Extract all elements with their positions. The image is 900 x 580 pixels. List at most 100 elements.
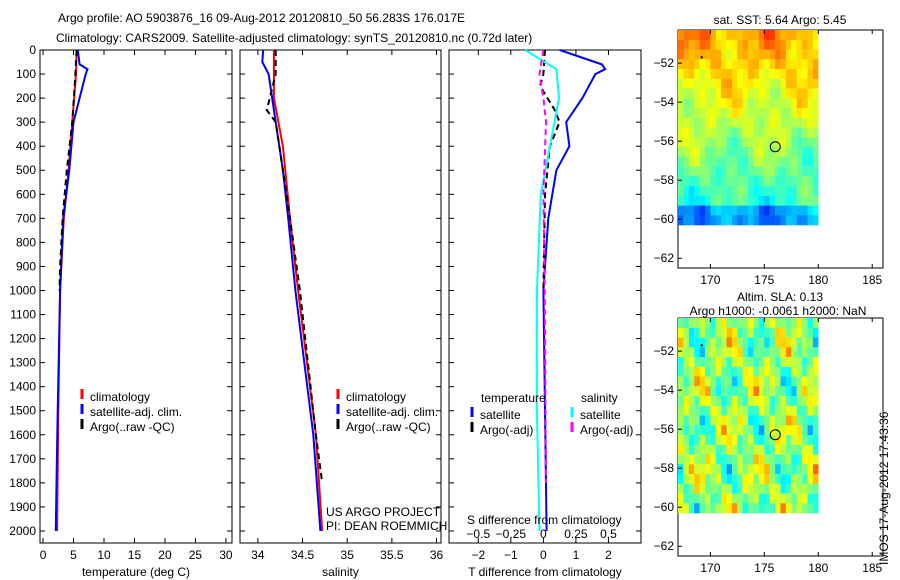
map-cell xyxy=(699,474,706,485)
map-cell xyxy=(683,464,689,475)
map-cell xyxy=(791,347,797,358)
map-cell xyxy=(710,454,716,465)
map-cell xyxy=(726,137,733,148)
map-cell xyxy=(758,98,765,109)
map-cell xyxy=(748,127,754,138)
map-cell xyxy=(721,474,727,485)
project-annotation: US ARGO PROJECT xyxy=(326,505,441,519)
map-cell xyxy=(699,117,706,128)
map-cell xyxy=(780,493,787,504)
map-cell xyxy=(807,415,814,426)
map-cell xyxy=(791,59,797,70)
map-cell xyxy=(791,156,797,167)
map-cell xyxy=(764,30,770,40)
map-cell xyxy=(796,405,803,416)
map-cell xyxy=(715,137,722,148)
map-cell xyxy=(753,147,760,157)
map-cell xyxy=(758,435,765,445)
map-cell xyxy=(802,376,808,387)
map-cell xyxy=(705,396,711,406)
map-cell xyxy=(731,147,738,157)
legend-header: salinity xyxy=(581,391,618,405)
map-cell xyxy=(699,98,706,109)
map-cell xyxy=(807,327,814,338)
map-cell xyxy=(775,205,781,216)
map-cell xyxy=(726,147,733,157)
map-cell xyxy=(758,366,765,377)
map-cell xyxy=(688,49,695,60)
x-tick-label: 15 xyxy=(128,548,142,562)
map-cell xyxy=(791,98,797,109)
map-cell xyxy=(780,444,787,455)
map-cell xyxy=(737,205,743,216)
map-cell xyxy=(796,454,803,465)
map-cell xyxy=(705,59,711,70)
map-cell xyxy=(726,39,733,50)
map-cell xyxy=(807,30,814,40)
map-cell xyxy=(812,176,819,187)
map-cell xyxy=(715,215,722,226)
map-cell xyxy=(731,49,738,60)
map-cell xyxy=(721,78,727,89)
map-cell xyxy=(748,195,754,206)
map-cell xyxy=(683,195,689,206)
map-cell xyxy=(785,483,792,494)
map-cell xyxy=(688,454,695,465)
map-cell xyxy=(807,396,814,406)
map-cell xyxy=(769,88,776,99)
x-tick-label: 10 xyxy=(97,548,111,562)
map-cell xyxy=(694,454,700,465)
map-field xyxy=(678,30,819,226)
map-cell xyxy=(699,156,706,167)
map-cell xyxy=(748,166,754,177)
map-cell xyxy=(705,386,711,397)
map-cell xyxy=(710,176,716,187)
map-cell xyxy=(812,327,819,338)
map-cell xyxy=(688,39,695,50)
map-cell xyxy=(721,186,727,197)
map-cell xyxy=(678,49,684,60)
map-cell xyxy=(742,39,749,50)
map-field xyxy=(678,318,819,514)
series-line-satellite-adj-clim- xyxy=(261,49,322,532)
map-cell xyxy=(780,166,787,177)
map-cell xyxy=(748,49,754,60)
map-cell xyxy=(694,215,700,226)
map-cell xyxy=(791,405,797,416)
map-cell xyxy=(715,347,722,358)
map-cell xyxy=(758,396,765,406)
map-cell xyxy=(688,396,695,406)
map-cell xyxy=(731,327,738,338)
map-cell xyxy=(769,186,776,197)
map-cell xyxy=(683,435,689,445)
map-cell xyxy=(688,108,695,118)
map-cell xyxy=(758,464,765,475)
map-cell xyxy=(785,327,792,338)
map-cell xyxy=(742,127,749,138)
map-cell xyxy=(764,156,770,167)
y-tick-label: 600 xyxy=(16,187,36,201)
map-cell xyxy=(694,59,700,70)
map-cell xyxy=(796,357,803,367)
map-cell xyxy=(796,318,803,328)
x-tick-label: 0 xyxy=(40,548,47,562)
map-cell xyxy=(705,30,711,40)
map-cell xyxy=(737,425,743,436)
map-cell xyxy=(710,435,716,445)
map-cell xyxy=(705,376,711,387)
map-cell xyxy=(796,147,803,157)
map-cell xyxy=(785,347,792,358)
map-cell xyxy=(769,366,776,377)
map-cell xyxy=(678,78,684,89)
map-cell xyxy=(705,205,711,216)
map-cell xyxy=(726,464,733,475)
map-cell xyxy=(780,435,787,445)
map-cell xyxy=(785,425,792,436)
map-cell xyxy=(780,503,787,514)
map-cell xyxy=(753,166,760,177)
map-cell xyxy=(748,464,754,475)
map-cell xyxy=(705,78,711,89)
map-cell xyxy=(688,137,695,148)
map-cell xyxy=(796,503,803,514)
map-cell xyxy=(764,39,770,50)
